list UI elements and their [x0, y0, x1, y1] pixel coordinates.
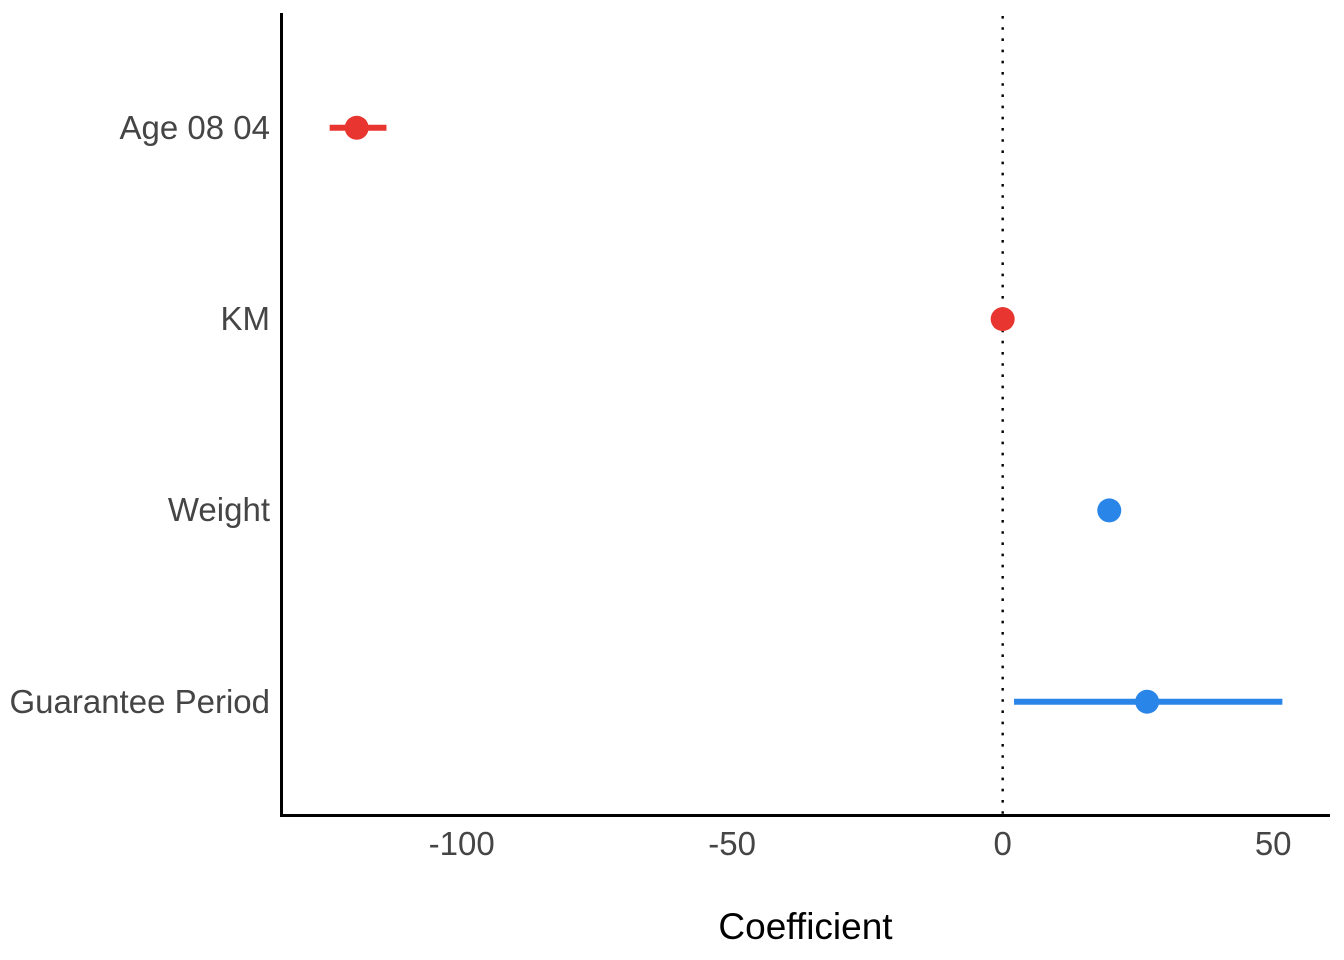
point-marker — [344, 115, 369, 140]
x-axis-tick-label: 50 — [1254, 825, 1292, 862]
y-axis-label: Guarantee Period — [9, 682, 270, 720]
point-marker — [1135, 689, 1160, 714]
y-axis-label: Weight — [167, 491, 270, 529]
point-marker — [990, 307, 1015, 332]
x-axis-tick-label: -100 — [428, 825, 495, 862]
x-axis-tick-label: 0 — [993, 825, 1012, 862]
y-axis-label: Age 08 04 — [119, 108, 270, 146]
x-axis-title: Coefficient — [718, 906, 893, 947]
y-axis-label: KM — [220, 300, 271, 338]
x-axis-tick-label: -50 — [708, 825, 757, 862]
point-marker — [1097, 498, 1122, 523]
